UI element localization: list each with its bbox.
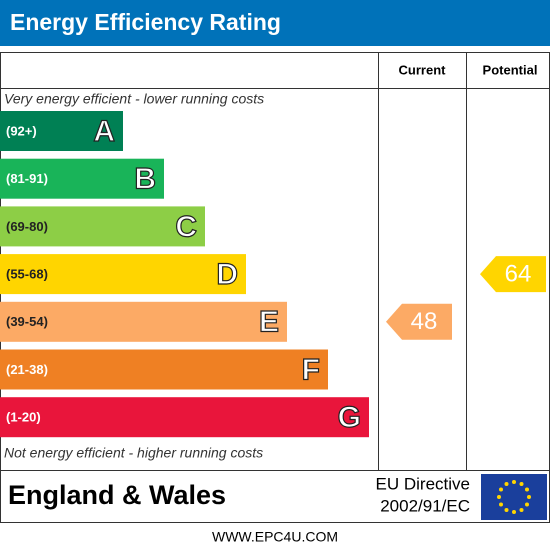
region: England & Wales xyxy=(8,480,226,510)
band-bar xyxy=(0,158,164,199)
band-range: (92+) xyxy=(6,123,37,138)
band-bar xyxy=(0,349,328,390)
eu-star xyxy=(499,487,504,492)
band-range: (69-80) xyxy=(6,219,48,234)
directive: 2002/91/EC xyxy=(380,496,470,515)
title: Energy Efficiency Rating xyxy=(10,9,281,35)
band-range: (21-38) xyxy=(6,362,48,377)
title-bar xyxy=(0,0,550,46)
rating-value: 64 xyxy=(505,260,532,287)
bottom-note: Not energy efficient - higher running co… xyxy=(4,445,263,461)
eu-star xyxy=(499,502,504,507)
eu-star xyxy=(504,507,509,512)
band-range: (39-54) xyxy=(6,314,48,329)
band-letter: D xyxy=(216,258,238,291)
band-bar xyxy=(0,206,205,247)
band-bar xyxy=(0,301,287,342)
eu-stars xyxy=(497,480,531,514)
eu-star xyxy=(519,507,524,512)
top-note: Very energy efficient - lower running co… xyxy=(4,91,264,107)
band-bar xyxy=(0,397,369,438)
band-bar xyxy=(0,254,246,295)
column-header: Potential xyxy=(483,62,538,77)
band-letter: A xyxy=(93,115,115,148)
band-letter: G xyxy=(338,401,361,434)
eu-star xyxy=(519,482,524,487)
rating-value: 48 xyxy=(411,308,438,335)
rating-arrow xyxy=(480,256,546,293)
directive: EU Directive xyxy=(376,474,470,493)
column-header: Current xyxy=(399,62,447,77)
band-letter: C xyxy=(175,210,197,243)
eu-star xyxy=(527,495,531,499)
band-bar xyxy=(0,111,123,151)
band-letter: E xyxy=(259,306,279,339)
website: WWW.EPC4U.COM xyxy=(212,529,338,545)
eu-star xyxy=(524,502,529,507)
eu-star xyxy=(512,510,516,514)
band-range: (1-20) xyxy=(6,410,41,425)
eu-star xyxy=(504,482,509,487)
eu-star xyxy=(497,495,501,499)
rating-arrow xyxy=(386,303,452,340)
band-letter: F xyxy=(302,353,320,386)
eu-star xyxy=(512,480,516,484)
band-range: (55-68) xyxy=(6,267,48,282)
eu-star xyxy=(524,487,529,492)
band-letter: B xyxy=(134,163,156,196)
band-range: (81-91) xyxy=(6,171,48,186)
